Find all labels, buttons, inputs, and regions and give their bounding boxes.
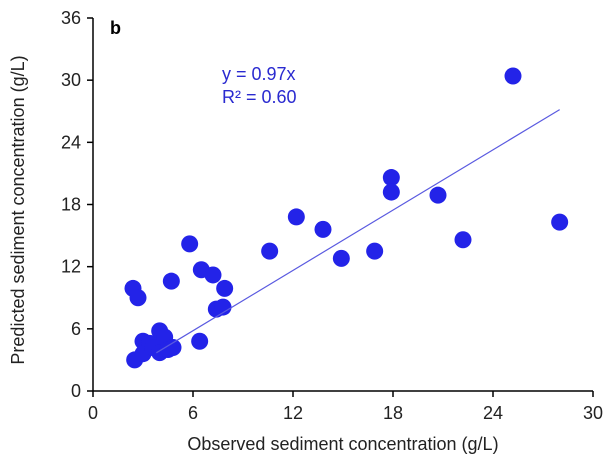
data-point (214, 298, 232, 316)
x-tick-label: 0 (88, 403, 98, 423)
panel-label: b (110, 18, 121, 38)
data-point (287, 208, 305, 226)
data-point (551, 213, 569, 231)
y-tick-label: 24 (61, 132, 81, 152)
data-point (181, 235, 199, 253)
data-point (216, 279, 234, 297)
x-tick-label: 30 (583, 403, 603, 423)
axes-layer: 0 6 12 18 24 30 0 6 12 18 24 30 36 (61, 8, 603, 423)
data-point (129, 289, 147, 307)
x-tick-label: 24 (483, 403, 503, 423)
data-point (429, 186, 447, 204)
data-point (366, 242, 384, 260)
fit-line-layer (156, 109, 560, 354)
data-point (204, 266, 222, 284)
data-point (382, 169, 400, 187)
data-point (162, 272, 180, 290)
x-tick-label: 12 (283, 403, 303, 423)
equation-annotation: y = 0.97x (222, 64, 296, 84)
data-point (164, 338, 182, 356)
data-point (191, 332, 209, 350)
data-point (332, 249, 350, 267)
data-point (454, 231, 472, 249)
data-point (261, 242, 279, 260)
data-point (504, 67, 522, 85)
data-point (382, 183, 400, 201)
y-tick-label: 18 (61, 195, 81, 215)
y-tick-label: 36 (61, 8, 81, 28)
regression-line (156, 109, 560, 354)
y-tick-label: 6 (71, 319, 81, 339)
data-point (314, 220, 332, 238)
y-axis-title: Predicted sediment concentration (g/L) (8, 55, 28, 364)
x-axis-title: Observed sediment concentration (g/L) (187, 434, 498, 454)
x-tick-label: 6 (188, 403, 198, 423)
points-layer (124, 67, 569, 369)
y-tick-label: 30 (61, 70, 81, 90)
r-squared-annotation: R² = 0.60 (222, 87, 297, 107)
y-tick-label: 12 (61, 257, 81, 277)
x-tick-label: 18 (383, 403, 403, 423)
y-tick-label: 0 (71, 381, 81, 401)
